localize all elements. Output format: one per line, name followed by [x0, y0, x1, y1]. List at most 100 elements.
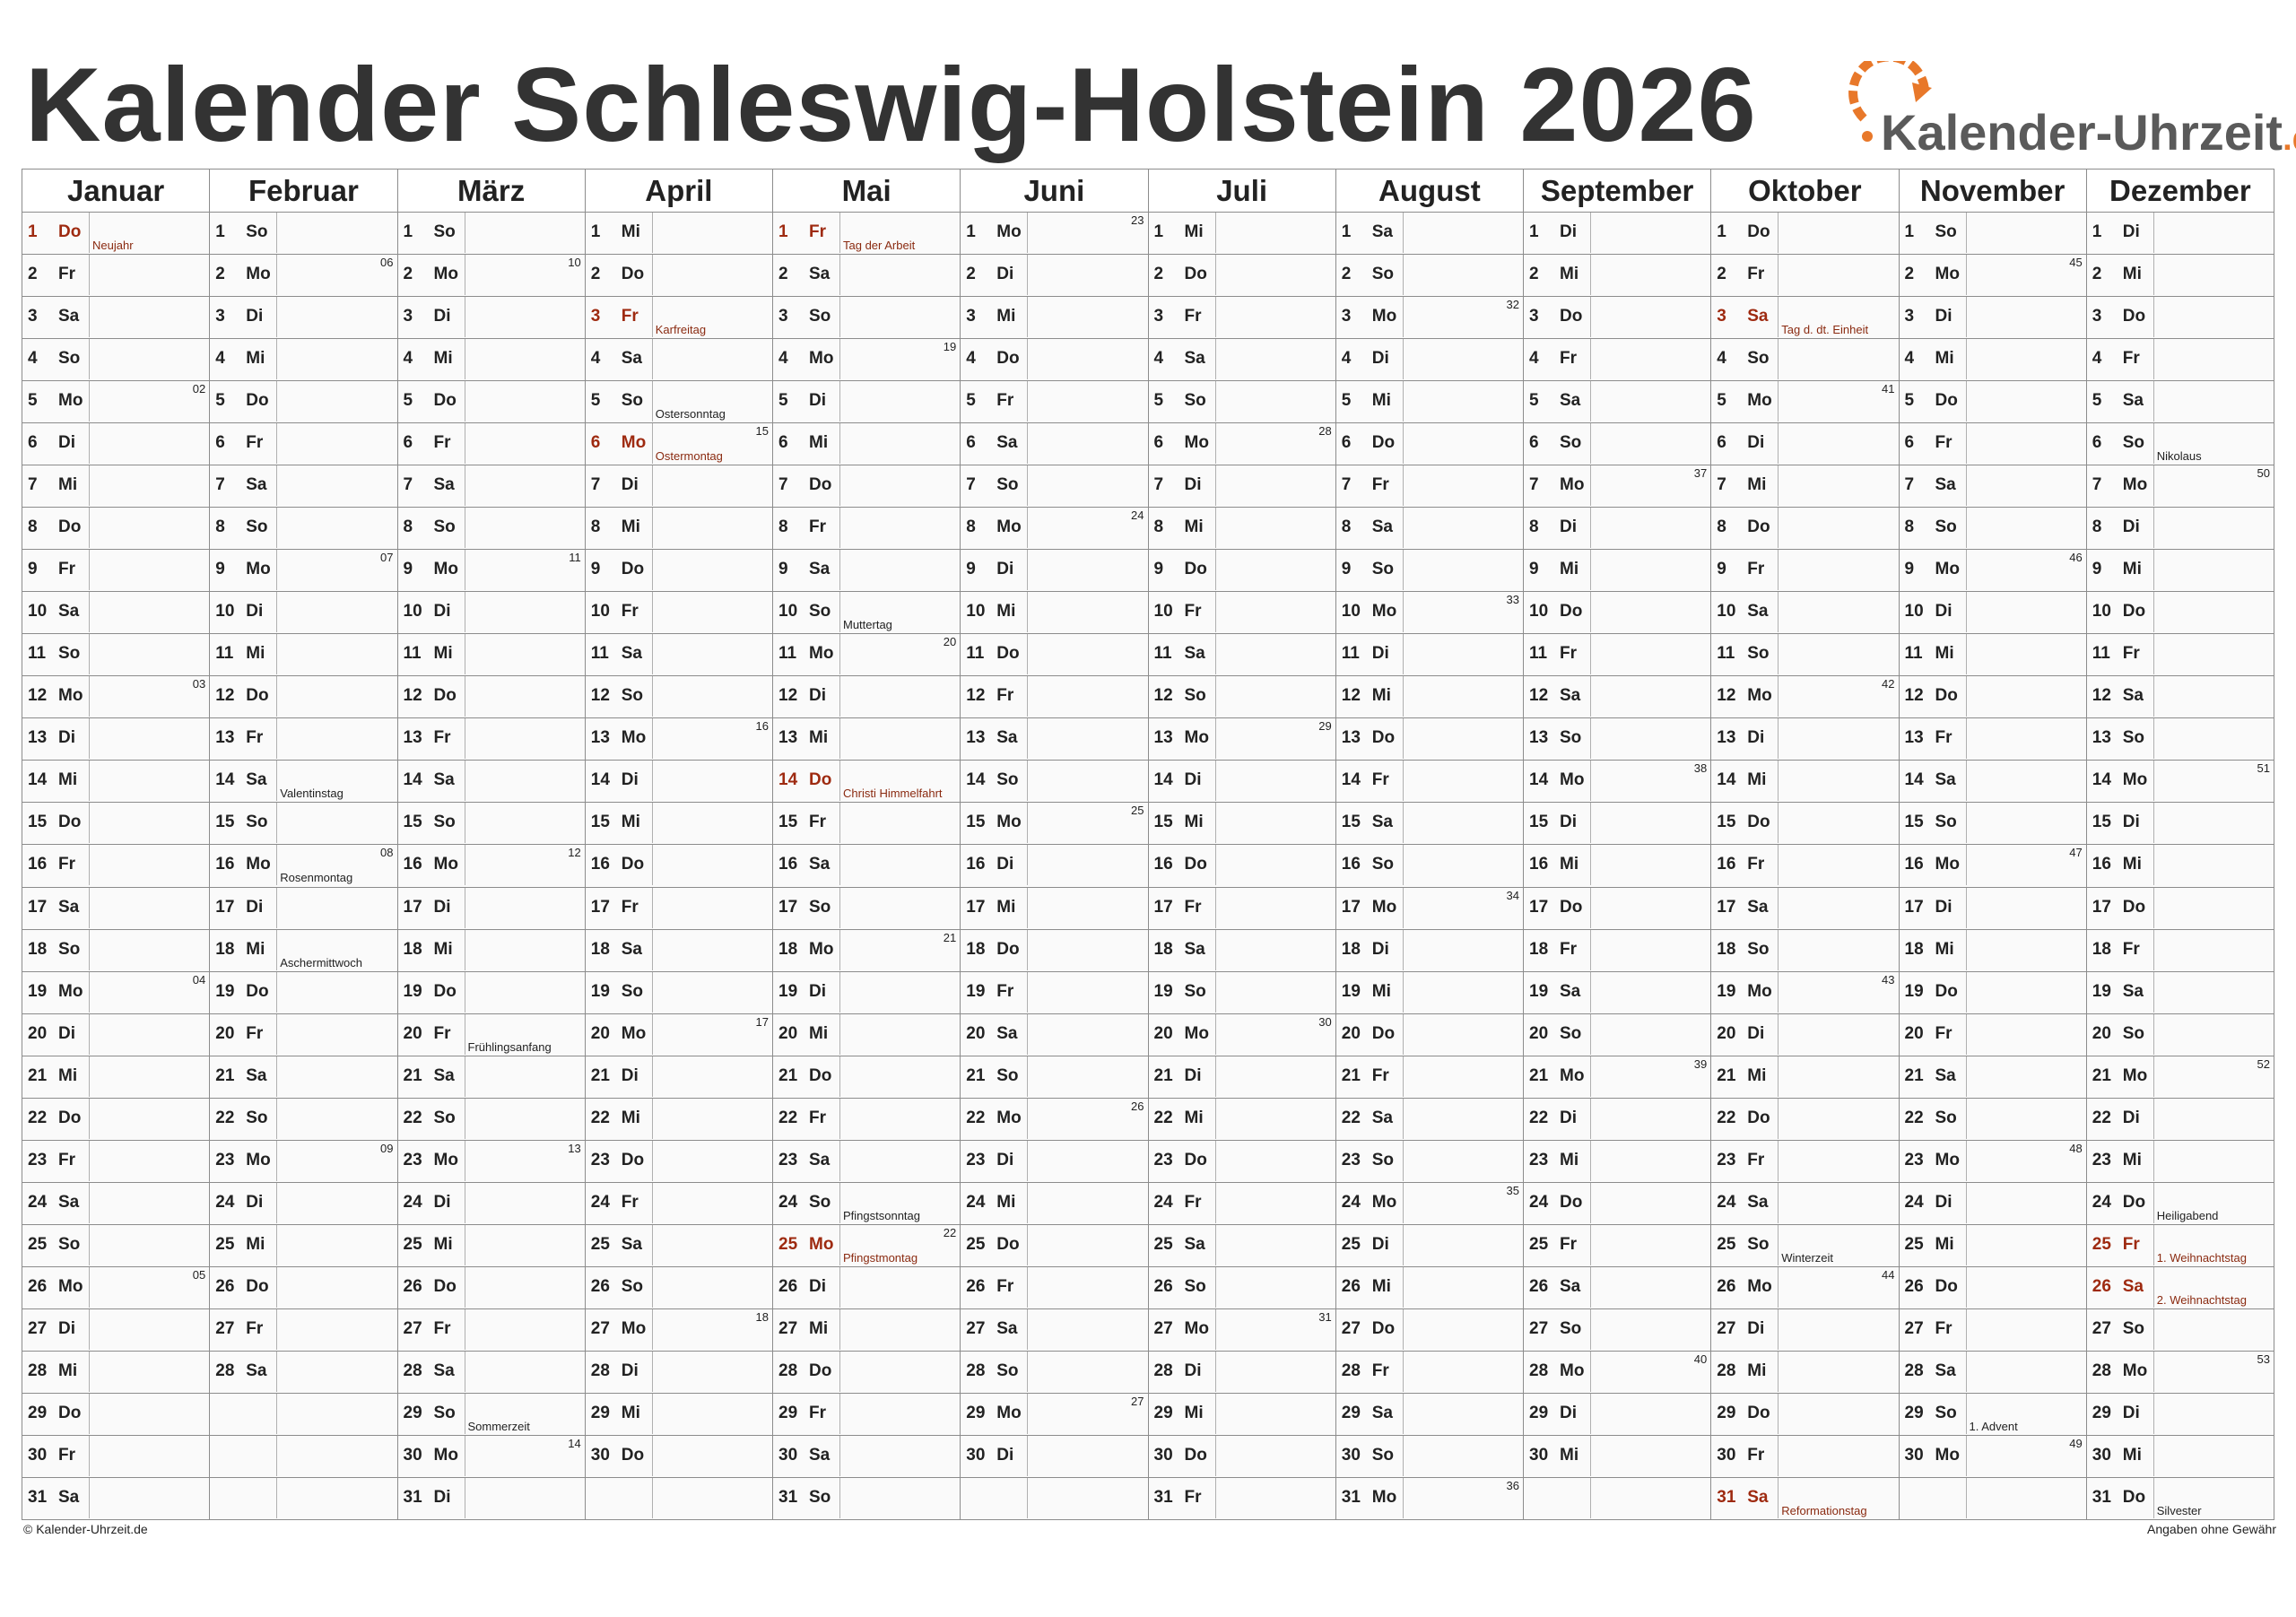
- day-number: 14: [1153, 770, 1173, 790]
- day-number: 7: [1717, 475, 1726, 495]
- weekday-label: Di: [1747, 728, 1765, 748]
- day-number: 2: [590, 265, 601, 284]
- weekday-label: So: [1560, 1023, 1582, 1043]
- weekday-label: Mo: [246, 560, 271, 579]
- day-number: 10: [590, 602, 610, 622]
- weekday-label: Do: [1935, 981, 1958, 1001]
- day-cell: 3 Mo 32: [1335, 296, 1525, 340]
- holiday-label: Heiligabend: [2156, 1208, 2219, 1222]
- week-number: 11: [569, 551, 581, 565]
- day-cell: 12 Do: [396, 675, 586, 719]
- day-cell: 19 Do: [209, 970, 398, 1014]
- weekday-label: So: [2122, 728, 2145, 748]
- copyright: © Kalender-Uhrzeit.de: [23, 1522, 148, 1536]
- weekday-label: Di: [246, 602, 264, 622]
- clock-arrow-icon: [1848, 61, 1932, 142]
- day-cell: 15 So: [1898, 802, 2087, 846]
- day-number: 19: [403, 981, 422, 1001]
- weekday-label: So: [996, 770, 1019, 790]
- day-number: 3: [1529, 307, 1539, 326]
- weekday-label: Mi: [1560, 1150, 1579, 1169]
- day-cell: 8 Do: [21, 507, 211, 551]
- day-cell: 18 Mi: [396, 928, 586, 972]
- weekday-label: Mi: [1371, 686, 1391, 706]
- weekday-label: Di: [58, 1023, 75, 1043]
- weekday-label: Di: [1560, 1403, 1577, 1422]
- day-number: 23: [403, 1150, 422, 1169]
- day-cell: 16 Fr: [1710, 844, 1900, 888]
- weekday-label: Sa: [996, 728, 1018, 748]
- weekday-label: Di: [433, 897, 451, 917]
- day-cell: 13 Fr: [209, 717, 398, 761]
- day-number: 26: [1529, 1276, 1549, 1296]
- day-number: 22: [28, 1108, 48, 1127]
- day-number: 6: [966, 433, 976, 453]
- weekday-label: Di: [1371, 1234, 1389, 1254]
- day-cell: 6 So Nikolaus: [2085, 422, 2275, 466]
- day-cell: 25 Di: [1335, 1223, 1525, 1267]
- day-cell: 23 Mo 13: [396, 1139, 586, 1183]
- day-number: 13: [2092, 728, 2111, 748]
- weekday-label: Sa: [1371, 222, 1393, 241]
- day-number: 17: [2092, 897, 2111, 917]
- day-number: 4: [590, 349, 601, 369]
- weekday-label: Mo: [433, 560, 458, 579]
- day-cell: 27 Mo 31: [1147, 1308, 1336, 1352]
- weekday-label: Sa: [433, 770, 455, 790]
- day-number: 11: [2092, 644, 2110, 664]
- day-cell: 24 Di: [1898, 1181, 2087, 1225]
- weekday-label: So: [58, 644, 81, 664]
- day-number: 24: [590, 1192, 610, 1212]
- day-number: 20: [1153, 1023, 1173, 1043]
- weekday-label: So: [809, 307, 831, 326]
- day-number: 10: [966, 602, 986, 622]
- day-cell: 17 Do: [1522, 886, 1712, 930]
- day-number: 15: [966, 813, 986, 832]
- weekday-label: Fr: [246, 1023, 264, 1043]
- weekday-label: Fr: [1184, 1487, 1202, 1507]
- weekday-label: Mi: [246, 939, 265, 959]
- logo-tld: .de: [2283, 120, 2296, 158]
- logo[interactable]: Kalender-Uhrzeit.de: [1839, 61, 2296, 169]
- weekday-label: Mi: [996, 602, 1016, 622]
- day-cell: 22 Di: [1522, 1097, 1712, 1141]
- day-cell: 27 Sa: [960, 1308, 1149, 1352]
- day-row: 4 So 4 Mi 4 Mi 4 Sa 4 Mo 19 4 Do 4 Sa 4 Di 4 Fr 4 So 4 Mi 4 Fr: [21, 338, 2275, 382]
- day-cell: 21 Mo 39: [1522, 1055, 1712, 1099]
- weekday-label: Fr: [433, 1023, 451, 1043]
- day-number: 30: [590, 1445, 610, 1465]
- weekday-label: Sa: [621, 939, 642, 959]
- weekday-label: Fr: [809, 813, 826, 832]
- weekday-label: Mo: [621, 1318, 647, 1338]
- day-cell: 8 So: [209, 507, 398, 551]
- day-cell: 3 Mi: [960, 296, 1149, 340]
- day-number: 26: [403, 1276, 422, 1296]
- day-number: 1: [590, 222, 601, 241]
- day-number: 5: [1341, 391, 1352, 411]
- day-number: 4: [403, 349, 413, 369]
- weekday-label: Do: [1747, 222, 1770, 241]
- day-number: 10: [403, 602, 422, 622]
- day-number: 29: [2092, 1403, 2111, 1422]
- day-cell: 25 Do: [960, 1223, 1149, 1267]
- week-number: 12: [568, 846, 581, 860]
- day-cell: 27 Mo 18: [584, 1308, 774, 1352]
- weekday-label: Di: [809, 391, 826, 411]
- day-number: 31: [778, 1487, 798, 1507]
- weekday-label: Do: [621, 855, 645, 874]
- day-cell: 4 Fr: [2085, 338, 2275, 382]
- day-cell: 23 Fr: [1710, 1139, 1900, 1183]
- day-cell: 14 Mo 38: [1522, 760, 1712, 804]
- weekday-label: Mo: [621, 433, 647, 453]
- day-number: 12: [778, 686, 798, 706]
- day-number: 5: [215, 391, 225, 411]
- weekday-label: Mi: [1560, 265, 1579, 284]
- day-number: 22: [1341, 1108, 1361, 1127]
- weekday-label: So: [2122, 1318, 2145, 1338]
- day-cell: 30 Mo 14: [396, 1434, 586, 1478]
- day-cell: 20 Fr: [209, 1013, 398, 1056]
- weekday-label: Di: [621, 475, 639, 495]
- day-cell: 9 Mi: [2085, 549, 2275, 593]
- day-cell: 2 Mi: [2085, 254, 2275, 298]
- day-number: 28: [403, 1361, 422, 1380]
